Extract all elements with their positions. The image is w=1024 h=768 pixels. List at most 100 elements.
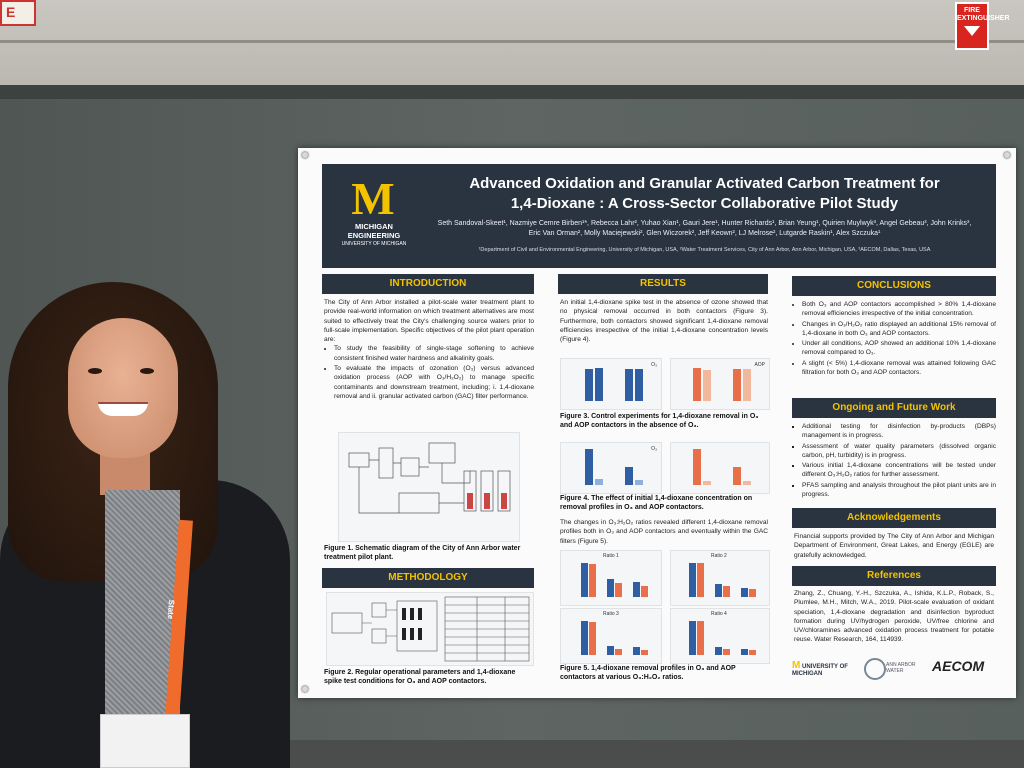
chart-bar xyxy=(607,646,614,655)
acknowledgements-text: Financial supports provided by The City … xyxy=(794,533,994,559)
logo-line3: UNIVERSITY OF MICHIGAN xyxy=(341,241,407,247)
block-m-icon: M xyxy=(792,660,801,671)
future-item: Assessment of water quality parameters (… xyxy=(802,442,996,461)
future-work-body: Additional testing for disinfection by-p… xyxy=(792,422,996,500)
chart-bar xyxy=(607,579,614,597)
introduction-text: The City of Ann Arbor installed a pilot-… xyxy=(324,299,534,344)
introduction-heading: INTRODUCTION xyxy=(322,274,534,294)
wall xyxy=(0,0,1024,95)
chart-bar xyxy=(689,563,696,597)
wall-trim xyxy=(0,40,1024,43)
chart-bar xyxy=(625,369,633,401)
michigan-engineering-wordmark: MICHIGAN ENGINEERING UNIVERSITY OF MICHI… xyxy=(332,222,416,249)
chart-bar xyxy=(697,621,704,655)
objective-item: To evaluate the impacts of ozonation (O₃… xyxy=(334,364,534,401)
fig5-ratio1-chart: Ratio 1 xyxy=(560,550,662,606)
chart-bar xyxy=(641,586,648,597)
references-text: Zhang, Z., Chuang, Y.-H., Szczuka, A., I… xyxy=(794,590,994,644)
methodology-heading: METHODOLOGY xyxy=(322,568,534,588)
umich-logo: M UNIVERSITY OF MICHIGAN xyxy=(792,660,852,678)
chart-bar xyxy=(641,650,648,655)
panel-label: O₃ xyxy=(651,446,657,452)
water-drop-icon xyxy=(864,658,886,680)
ratio-label: Ratio 4 xyxy=(711,611,727,617)
chart-bar xyxy=(741,649,748,655)
chart-bar xyxy=(693,368,701,401)
chart-bar xyxy=(635,369,643,401)
chart-bar xyxy=(715,584,722,597)
figure2-caption: Figure 2. Regular operational parameters… xyxy=(324,669,516,685)
future-work-heading: Ongoing and Future Work xyxy=(792,398,996,418)
conclusions-heading: CONCLUSIONS xyxy=(792,276,996,296)
fig5-ratio4-chart: Ratio 4 xyxy=(670,608,770,664)
chart-bar xyxy=(693,449,701,485)
references-heading: References xyxy=(792,566,996,586)
panel-label: O₃ xyxy=(651,362,657,368)
person-eye xyxy=(140,368,154,374)
conclusion-item: Both O₃ and AOP contactors accomplished … xyxy=(802,300,996,319)
chart-bar xyxy=(703,481,711,485)
fig3-o3-chart: O₃ xyxy=(560,358,662,410)
arrow-down-icon xyxy=(964,26,980,36)
poster-header: M MICHIGAN ENGINEERING UNIVERSITY OF MIC… xyxy=(322,164,996,268)
chart-bar xyxy=(615,649,622,655)
chart-bar xyxy=(585,369,593,401)
fire-sign-text: FIRE EXTINGUISHER xyxy=(957,7,1010,22)
conclusion-item: Under all conditions, AOP showed an addi… xyxy=(802,339,996,358)
name-badge xyxy=(100,714,190,768)
methodology-figure xyxy=(326,592,534,666)
panel-label: AOP xyxy=(754,362,765,368)
ann-arbor-water-logo: ANN ARBOR WATER xyxy=(886,662,916,674)
chart-bar xyxy=(581,621,588,655)
chart-bar xyxy=(723,649,730,655)
exit-sign: E xyxy=(0,0,36,26)
chart-bar xyxy=(743,369,751,401)
title-line1: Advanced Oxidation and Granular Activate… xyxy=(469,175,940,192)
chart-bar xyxy=(723,586,730,597)
poster-authors: Seth Sandoval-Skeet¹, Nazmiye Cemre Birb… xyxy=(437,220,972,237)
figure4-caption: Figure 4. The effect of initial 1,4-diox… xyxy=(560,495,753,511)
future-item: Various initial 1,4-dioxane concentratio… xyxy=(802,461,996,480)
chart-bar xyxy=(749,589,756,597)
chart-bar xyxy=(615,583,622,597)
fig3-aop-chart: AOP xyxy=(670,358,770,410)
results-text2: The changes in O₃:H₂O₂ ratios revealed d… xyxy=(560,519,768,545)
chart-bar xyxy=(733,369,741,401)
fig5-ratio3-chart: Ratio 3 xyxy=(560,608,662,664)
ratio-label: Ratio 2 xyxy=(711,553,727,559)
footer-logos: M UNIVERSITY OF MICHIGAN ANN ARBOR WATER… xyxy=(792,656,996,682)
objective-item: To study the feasibility of single-stage… xyxy=(334,344,534,363)
chart-bar xyxy=(595,368,603,401)
michigan-block-m-logo: M xyxy=(351,173,394,224)
chart-bar xyxy=(743,481,751,485)
chart-bar xyxy=(633,582,640,597)
future-item: PFAS sampling and analysis throughout th… xyxy=(802,481,996,500)
fig4-aop-chart xyxy=(670,442,770,494)
chart-bar xyxy=(581,563,588,597)
objectives-list: To study the feasibility of single-stage… xyxy=(324,344,534,401)
fig4-o3-chart: O₃ xyxy=(560,442,662,494)
chart-bar xyxy=(697,563,704,597)
chart-bar xyxy=(689,621,696,655)
person-face xyxy=(68,318,178,458)
board-trim xyxy=(0,85,1024,99)
poster-title: Advanced Oxidation and Granular Activate… xyxy=(432,174,977,214)
umich-logo-text: UNIVERSITY OF MICHIGAN xyxy=(792,664,848,677)
figure3-caption: Figure 3. Control experiments for 1,4-di… xyxy=(560,413,759,429)
figure5-caption: Figure 5. 1,4-dioxane removal profiles i… xyxy=(560,665,736,681)
pilot-plant-schematic xyxy=(338,432,520,542)
schematic-diagram xyxy=(348,442,511,514)
fig5-ratio2-chart: Ratio 2 xyxy=(670,550,770,606)
exit-sign-letter: E xyxy=(6,4,16,20)
pushpin-icon xyxy=(1004,152,1010,158)
conclusion-item: Changes in O₃/H₂O₂ ratio displayed an ad… xyxy=(802,320,996,339)
chart-bar xyxy=(715,647,722,655)
pushpin-icon xyxy=(302,686,308,692)
figure1-caption: Figure 1. Schematic diagram of the City … xyxy=(324,545,521,561)
logo-line1: MICHIGAN xyxy=(355,222,393,231)
results-heading: RESULTS xyxy=(558,274,768,294)
floor xyxy=(260,740,1024,768)
fire-extinguisher-sign: FIRE EXTINGUISHER xyxy=(955,2,1010,50)
poster-affiliations: ¹Department of Civil and Environmental E… xyxy=(478,247,931,253)
chart-bar xyxy=(585,449,593,485)
